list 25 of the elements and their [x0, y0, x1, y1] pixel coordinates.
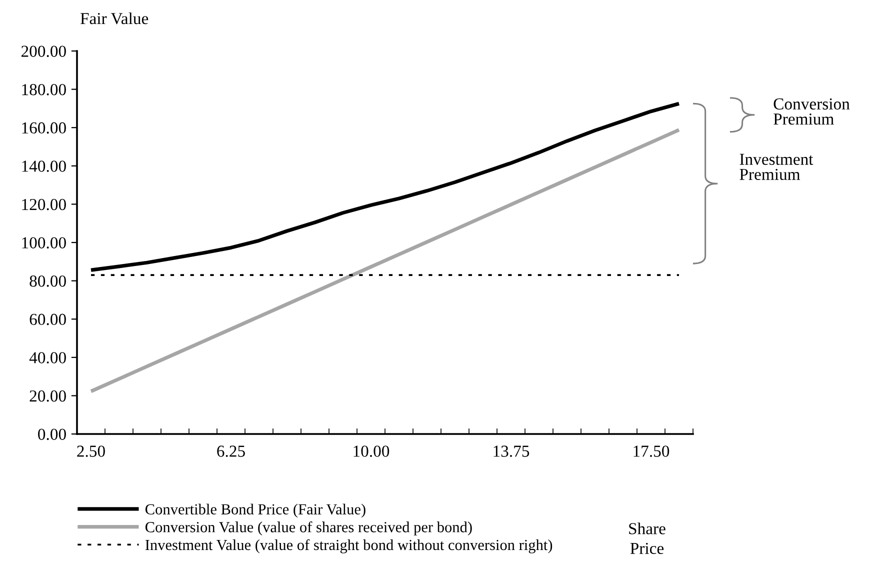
y-axis-title: Fair Value	[80, 12, 148, 24]
y-tick-label: 80.00	[30, 276, 66, 287]
x-tick-label: 17.50	[634, 446, 670, 457]
line-series	[89, 128, 681, 394]
x-tick-label: 10.00	[354, 446, 390, 457]
x-axis-title: Share Price	[629, 522, 666, 554]
y-tick-label: 20.00	[30, 390, 66, 402]
line-series	[89, 102, 681, 272]
y-tick-label: 0.00	[38, 428, 66, 440]
y-tick-label: 200.00	[21, 46, 66, 58]
y-tick-label: 100.00	[22, 237, 66, 249]
text: Investment Premium	[740, 154, 814, 180]
y-tick-label: 40.00	[29, 352, 66, 364]
text: Conversion Premium	[774, 98, 850, 125]
legend-label: Conversion Value (value of shares received per bond)	[145, 521, 472, 536]
x-tick-label: 6.25	[217, 446, 245, 457]
y-tick-label: 160.00	[22, 122, 66, 134]
legend-label: Investment Value (value of straight bond without conversion right)	[145, 539, 552, 554]
y-tick-label: 60.00	[30, 314, 66, 326]
x-tick-label: 13.75	[494, 446, 530, 457]
y-tick-label: 140.00	[22, 160, 66, 172]
x-tick-label: 2.50	[77, 446, 105, 457]
y-tick-label: 120.00	[22, 198, 66, 210]
y-tick-label: 180.00	[22, 84, 66, 96]
legend-label: Convertible Bond Price (Fair Value)	[145, 504, 366, 518]
